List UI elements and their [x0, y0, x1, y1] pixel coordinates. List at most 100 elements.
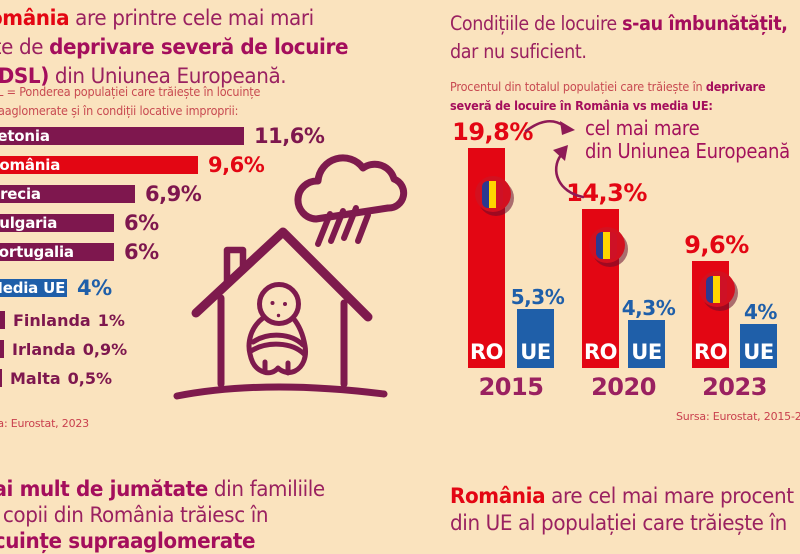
- ue-value-label: 5,3%: [510, 285, 565, 310]
- right-chart-source: Sursa: Eurostat, 2015-2023: [676, 410, 800, 423]
- bar-value: 1%: [97, 310, 125, 330]
- bar-value: 6%: [124, 240, 159, 264]
- bar-row: Bulgaria 6%: [0, 211, 434, 235]
- annotation-line1: cel mai mare: [585, 116, 700, 140]
- bar-value: 0,5%: [67, 368, 113, 388]
- right-title-line1: Condițiile de locuire s-au îmbunătățit,: [450, 10, 800, 38]
- left-title-line1-rest: are printre cele mai mari: [69, 6, 314, 30]
- bar-row: Finlanda 1%: [0, 310, 434, 330]
- ue-bar-label: UE: [743, 339, 774, 364]
- bar-row: Malta 0,5%: [0, 368, 434, 388]
- flag-stripe: [720, 275, 727, 303]
- bottom-left-line1: Mai mult de jumătate din familiile: [0, 476, 430, 502]
- rdsl-definition-line1: RDSL = Ponderea populației care trăiește…: [0, 84, 261, 99]
- right-subtitle-line1: Procentul din totalul populației care tr…: [450, 77, 800, 96]
- bar-row: Irlanda 0,9%: [0, 339, 434, 359]
- flag-stripe: [596, 231, 603, 259]
- ue-bar: UE: [740, 323, 777, 368]
- left-bar-chart: Letonia 11,6% România 9,6% Grecia 6,9% Bulgari…: [0, 124, 434, 398]
- right-subtitle: Procentul din totalul populației care tr…: [450, 77, 800, 115]
- bottom-right-text: România are cel mai mare procent din UE …: [450, 483, 800, 537]
- bar: [0, 311, 5, 329]
- left-title-line2-plain: rate de: [0, 35, 44, 59]
- rdsl-definition-line2: supraaglomerate și în condiții locative …: [0, 103, 239, 118]
- right-subtitle-line1-bold: deprivare: [705, 79, 766, 94]
- ue-value-label: 4,3%: [621, 296, 676, 321]
- bar-row: România 9,6%: [0, 153, 434, 177]
- romania-flag-icon: [474, 176, 511, 213]
- bar: [0, 369, 2, 387]
- left-title-line2: rate de deprivare severă de locuire: [0, 33, 468, 62]
- left-chart-source: Sursa: Eurostat, 2023: [0, 417, 89, 430]
- bar-row: Grecia 6,9%: [0, 182, 434, 206]
- bar-label: Irlanda: [12, 339, 76, 359]
- ro-value-label: 9,6%: [684, 231, 749, 260]
- infographic-root: { "colors": { "background": "#FAE3BE", "…: [0, 4, 800, 553]
- right-title: Condițiile de locuire s-au îmbunătățit, …: [450, 10, 800, 66]
- bar-row: Media UE 4%: [0, 276, 434, 300]
- bottom-left-text: Mai mult de jumătate din familiile cu co…: [0, 476, 430, 554]
- bar: Portugalia: [0, 243, 114, 261]
- left-title: România are printre cele mai mari rate d…: [0, 4, 468, 91]
- bar: România: [0, 156, 198, 174]
- ue-bar: UE: [517, 309, 554, 368]
- left-title-line3-bold: (RDSL): [0, 64, 49, 88]
- right-bar-chart: RO 19,8% UE 5,3% 2015 RO 14,3% UE 4,3% 2020 RO 9,6%…: [450, 115, 800, 405]
- annotation-text: cel mai mare din Uniunea Europeană: [585, 117, 790, 162]
- bar-value: 0,9%: [82, 339, 128, 359]
- bar-label: Grecia: [0, 185, 41, 203]
- bar: Grecia: [0, 185, 135, 203]
- flag-stripe: [489, 180, 496, 208]
- bar: Bulgaria: [0, 214, 114, 232]
- rdsl-definition: RDSL = Ponderea populației care trăiește…: [0, 82, 406, 120]
- ro-bar-label: RO: [693, 339, 728, 364]
- bar-label: Letonia: [0, 127, 50, 145]
- right-title-line1-bold: s-au îmbunătățit,: [622, 12, 788, 35]
- year-label: 2023: [702, 373, 767, 401]
- romania-flag-icon: [588, 227, 625, 264]
- ue-bar: UE: [628, 320, 665, 368]
- ro-value-label: 14,3%: [566, 179, 647, 208]
- right-subtitle-line1-plain: Procentul din totalul populației care tr…: [450, 79, 706, 94]
- year-label: 2015: [478, 373, 544, 401]
- bar-value: 6,9%: [145, 182, 202, 206]
- annotation-line2: din Uniunea Europeană: [585, 138, 790, 163]
- ue-bar-label: UE: [631, 339, 662, 364]
- bar-value: 9,6%: [208, 153, 265, 177]
- flag-stripe: [603, 231, 610, 259]
- flag-stripe: [713, 275, 720, 303]
- year-label: 2020: [591, 373, 656, 401]
- bar-label: Portugalia: [0, 243, 74, 261]
- ro-bar-label: RO: [583, 339, 618, 364]
- flag-stripe: [706, 275, 713, 303]
- flag-stripe: [496, 180, 503, 208]
- ro-value-label: 19,8%: [452, 118, 533, 147]
- bar: [0, 340, 4, 358]
- bar-label: Bulgaria: [0, 214, 58, 232]
- romania-flag-icon: [698, 271, 735, 308]
- bottom-right-romania: România: [450, 484, 546, 508]
- bottom-left-line1-rest: din familiile: [207, 477, 325, 501]
- bottom-right-line1: România are cel mai mare procent: [450, 483, 800, 510]
- left-title-line3: (RDSL) din Uniunea Europeană.: [0, 62, 468, 91]
- left-title-line3-rest: din Uniunea Europeană.: [48, 64, 287, 88]
- ro-bar-label: RO: [469, 339, 504, 364]
- flag-stripe: [610, 231, 617, 259]
- bar-label: Media UE: [0, 279, 66, 297]
- romania-flag-stripes: [482, 180, 503, 208]
- bar-row: Portugalia 6%: [0, 240, 434, 264]
- bar: Letonia: [0, 127, 244, 145]
- right-subtitle-line2: severă de locuire în România vs media UE…: [450, 98, 713, 113]
- bar-label: Malta: [10, 368, 61, 388]
- flag-stripe: [482, 180, 489, 208]
- bar-value: 6%: [124, 211, 159, 235]
- left-title-line2-bold: deprivare severă de locuire: [49, 35, 349, 59]
- left-title-romania: România: [0, 6, 70, 30]
- right-title-line1-plain: Condițiile de locuire: [450, 12, 623, 35]
- bar-value: 11,6%: [254, 124, 325, 148]
- bar: Media UE: [0, 279, 67, 297]
- bar-label: România: [0, 156, 61, 174]
- romania-flag-stripes: [706, 275, 727, 303]
- romania-flag-stripes: [596, 231, 617, 259]
- right-title-line2: dar nu suficient.: [450, 40, 587, 63]
